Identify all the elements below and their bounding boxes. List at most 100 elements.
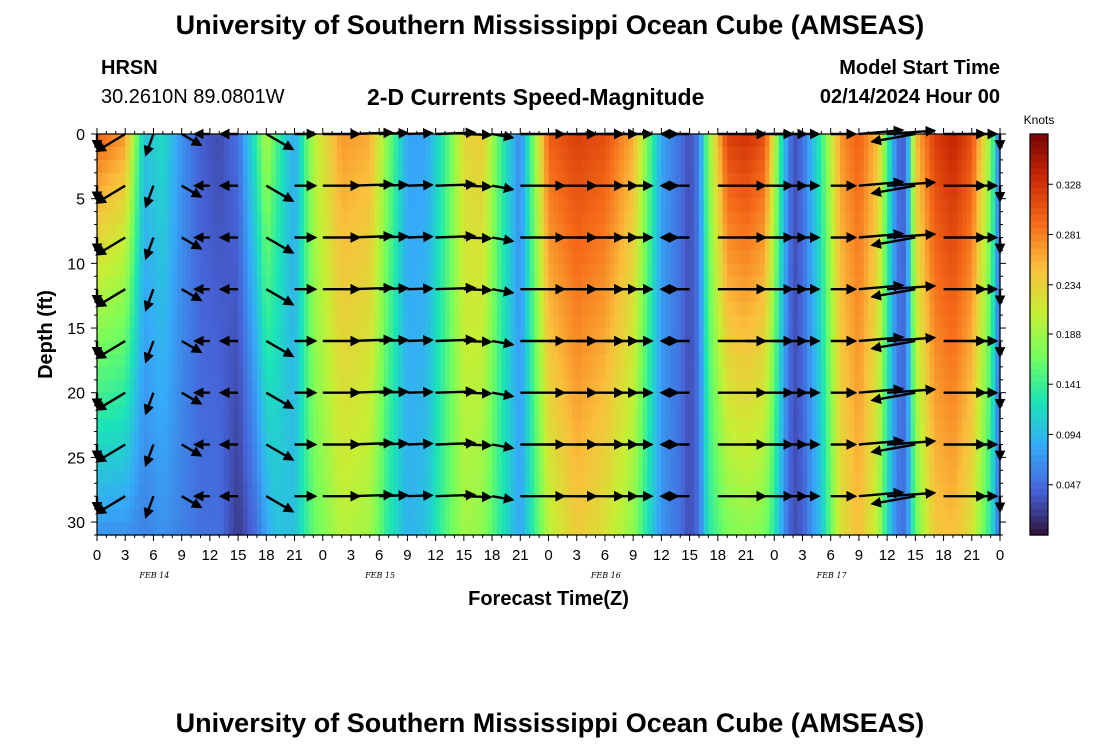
heatmap-cell — [797, 457, 804, 471]
heatmap-cell — [835, 328, 841, 342]
heatmap-cell — [760, 315, 766, 329]
heatmap-cell — [238, 444, 244, 458]
heatmap-cell — [793, 405, 799, 420]
heatmap-cell — [661, 146, 667, 161]
heatmap-cell — [285, 250, 291, 264]
heatmap-cell — [647, 328, 653, 342]
heatmap-cell — [557, 392, 564, 407]
heatmap-cell — [219, 250, 225, 264]
heatmap-cell — [675, 263, 681, 277]
heatmap-cell — [247, 185, 253, 200]
heatmap-cell — [680, 340, 686, 355]
heatmap-cell — [449, 431, 456, 446]
heatmap-cell — [303, 379, 310, 394]
heatmap-cell — [233, 522, 239, 536]
heatmap-cell — [487, 418, 493, 433]
heatmap-cell — [214, 315, 220, 329]
heatmap-cell — [153, 509, 159, 523]
heatmap-cell — [619, 224, 625, 239]
heatmap-cell — [830, 457, 836, 471]
heatmap-cell — [849, 250, 855, 264]
heatmap-cell — [228, 172, 234, 187]
heatmap-cell — [167, 172, 173, 187]
heatmap-cell — [412, 340, 418, 355]
heatmap-cell — [383, 211, 390, 226]
heatmap-cell — [722, 146, 728, 161]
heatmap-cell — [449, 134, 456, 148]
heatmap-cell — [811, 146, 818, 161]
heatmap-cell — [539, 379, 545, 394]
heatmap-cell — [172, 496, 178, 510]
heatmap-cell — [510, 392, 517, 407]
heatmap-cell — [374, 276, 380, 290]
heatmap-cell — [750, 263, 757, 277]
heatmap-cell — [619, 276, 625, 290]
heatmap-cell — [651, 211, 658, 226]
heatmap-cell — [694, 159, 700, 174]
heatmap-cell — [195, 418, 202, 433]
heatmap-cell — [783, 496, 789, 510]
heatmap-cell — [308, 483, 314, 497]
heatmap-cell — [115, 302, 122, 316]
heatmap-cell — [106, 250, 112, 264]
heatmap-cell — [383, 198, 390, 213]
heatmap-cell — [623, 289, 630, 303]
heatmap-cell — [811, 483, 818, 497]
heatmap-cell — [604, 224, 611, 239]
heatmap-cell — [694, 250, 700, 264]
heatmap-cell — [510, 522, 517, 536]
heatmap-cell — [473, 470, 479, 484]
heatmap-cell — [383, 366, 390, 381]
heatmap-cell — [802, 405, 808, 420]
heatmap-cell — [581, 522, 587, 536]
heatmap-cell — [722, 509, 728, 523]
heatmap-cell — [713, 483, 719, 497]
heatmap-cell — [600, 483, 606, 497]
heatmap-cell — [651, 418, 658, 433]
heatmap-cell — [633, 470, 639, 484]
heatmap-cell — [590, 224, 597, 239]
heatmap-cell — [595, 366, 601, 381]
heatmap-cell — [186, 509, 192, 523]
heatmap-cell — [567, 198, 573, 213]
heatmap-cell — [633, 250, 639, 264]
heatmap-cell — [242, 366, 249, 381]
heatmap-cell — [529, 250, 535, 264]
heatmap-cell — [553, 328, 559, 342]
heatmap-cell — [807, 237, 813, 252]
heatmap-cell — [731, 146, 738, 161]
heatmap-cell — [430, 172, 437, 187]
heatmap-cell — [200, 470, 206, 484]
heatmap-cell — [256, 405, 263, 420]
heatmap-cell — [746, 172, 752, 187]
heatmap-cell — [289, 405, 296, 420]
heatmap-cell — [736, 328, 742, 342]
heatmap-cell — [797, 237, 804, 252]
heatmap-cell — [473, 302, 479, 316]
heatmap-cell — [567, 353, 573, 368]
heatmap-cell — [604, 457, 611, 471]
heatmap-cell — [360, 250, 366, 264]
heatmap-cell — [595, 405, 601, 420]
heatmap-cell — [722, 418, 728, 433]
heatmap-cell — [642, 328, 648, 342]
heatmap-cell — [529, 340, 535, 355]
heatmap-cell — [586, 146, 592, 161]
heatmap-cell — [557, 185, 564, 200]
heatmap-cell — [647, 315, 653, 329]
heatmap-cell — [200, 198, 206, 213]
heatmap-cell — [318, 379, 324, 394]
heatmap-cell — [793, 483, 799, 497]
heatmap-cell — [148, 302, 155, 316]
heatmap-cell — [350, 302, 357, 316]
heatmap-cell — [252, 483, 258, 497]
heatmap-cell — [637, 379, 644, 394]
heatmap-cell — [421, 418, 427, 433]
heatmap-cell — [666, 302, 672, 316]
heatmap-cell — [271, 289, 277, 303]
heatmap-cell — [778, 146, 785, 161]
heatmap-cell — [670, 172, 677, 187]
heatmap-cell — [468, 263, 474, 277]
heatmap-cell — [191, 470, 197, 484]
heatmap-cell — [388, 470, 394, 484]
